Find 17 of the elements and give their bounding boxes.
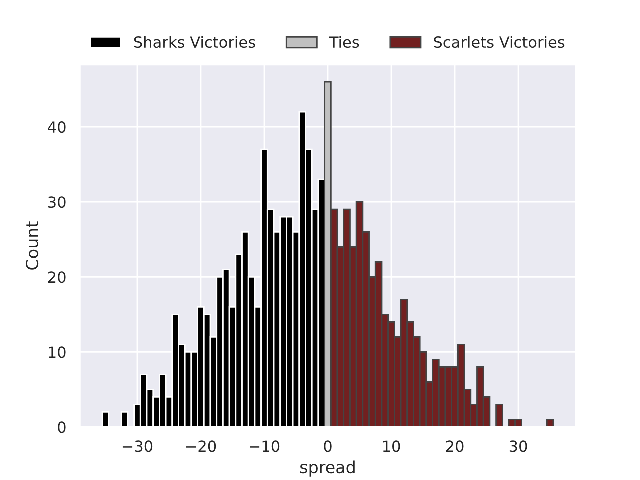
y-tick-label: 0: [58, 422, 66, 434]
legend-label: Scarlets Victories: [434, 36, 565, 48]
y-axis-title: Count: [26, 222, 39, 270]
x-tick-label: 20: [446, 440, 464, 452]
x-tick-label: −10: [250, 440, 280, 452]
x-tick-label: 0: [324, 440, 332, 452]
x-tick-label: 10: [383, 440, 400, 452]
y-tick-label: 10: [49, 346, 66, 358]
x-tick-label: 30: [510, 440, 528, 452]
x-axis-title: spread: [300, 460, 355, 477]
y-tick-label: 40: [48, 122, 66, 134]
x-tick-label: −20: [186, 440, 216, 452]
y-tick-label: 20: [48, 272, 66, 284]
legend-label: Ties: [329, 36, 360, 48]
x-tick-label: −30: [122, 440, 153, 452]
y-tick-label: 30: [48, 196, 66, 208]
legend-label: Sharks Victories: [134, 36, 256, 48]
